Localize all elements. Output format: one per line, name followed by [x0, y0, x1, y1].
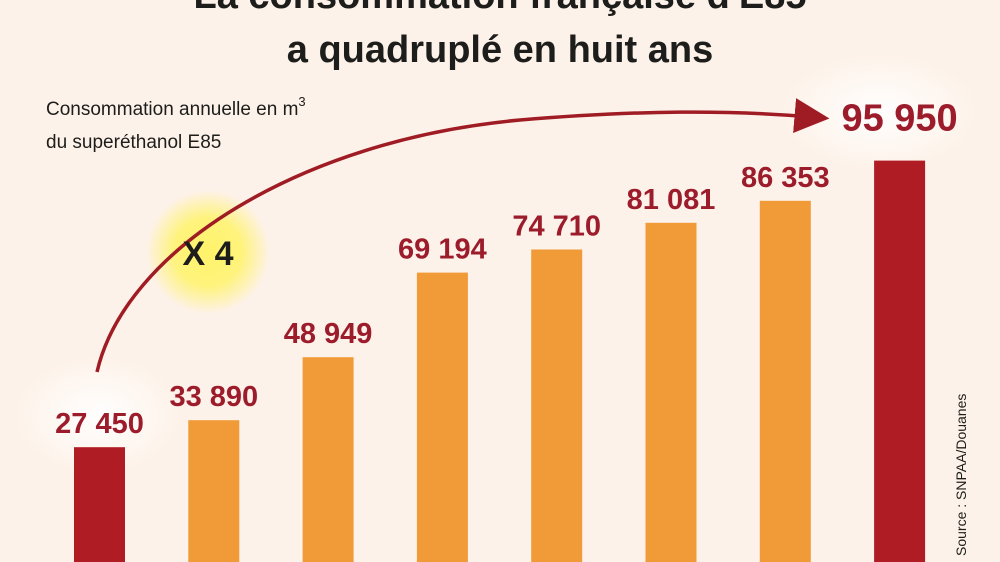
bar-7: [759, 200, 811, 562]
bar-5: [531, 249, 583, 562]
bar-8: [874, 160, 926, 562]
value-label-5: 74 710: [512, 211, 601, 243]
bar-3: [302, 357, 354, 562]
subtitle-line1: Consommation annuelle en m3: [46, 94, 306, 120]
multiplier-label: X 4: [182, 235, 233, 273]
value-label-1: 27 450: [55, 408, 144, 440]
value-label-4: 69 194: [398, 234, 487, 266]
right-glow: [780, 52, 980, 172]
chart-title-line1: La consommation française d'E85: [193, 0, 806, 17]
bar-1: [74, 447, 125, 562]
source-note: Source : SNPAA/Douanes: [953, 394, 969, 556]
value-label-3: 48 949: [284, 318, 373, 350]
subtitle-superscript: 3: [298, 94, 305, 109]
value-label-7: 86 353: [741, 162, 830, 194]
subtitle-text: Consommation annuelle en m: [46, 99, 298, 120]
bar-4: [416, 272, 468, 562]
left-glow: [13, 355, 183, 475]
bar-2: [188, 420, 240, 562]
growth-arrow: [95, 98, 830, 373]
bars: [74, 160, 926, 562]
value-label-6: 81 081: [627, 184, 716, 216]
chart-title-line2: a quadruplé en huit ans: [287, 29, 714, 71]
value-label-8: 95 950: [841, 98, 957, 140]
value-labels: 27 450 33 890 48 949 69 194 74 710 81 081 86 3…: [55, 98, 958, 441]
value-label-2: 33 890: [169, 381, 258, 413]
subtitle-line2: du superéthanol E85: [46, 132, 221, 153]
multiplier-glow: [146, 190, 270, 314]
bar-6: [645, 222, 697, 562]
